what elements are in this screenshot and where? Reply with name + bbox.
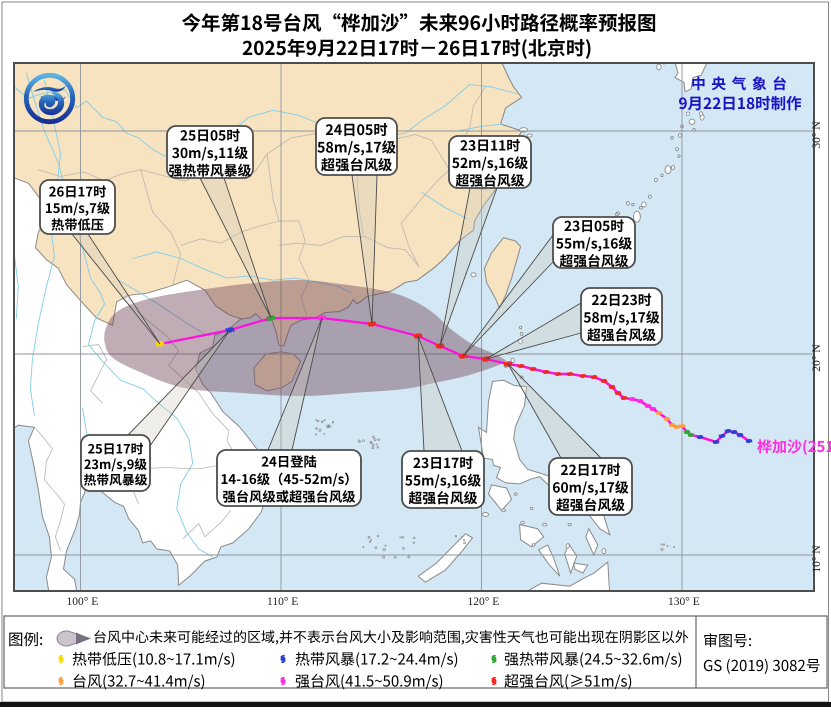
svg-text:120° E: 120° E [468,596,500,608]
svg-text:20° N: 20° N [811,344,823,372]
svg-text:110° E: 110° E [267,596,298,608]
svg-text:10° N: 10° N [811,545,823,573]
svg-text:30° N: 30° N [811,121,823,149]
svg-text:100° E: 100° E [67,596,99,608]
svg-text:130° E: 130° E [668,596,700,608]
